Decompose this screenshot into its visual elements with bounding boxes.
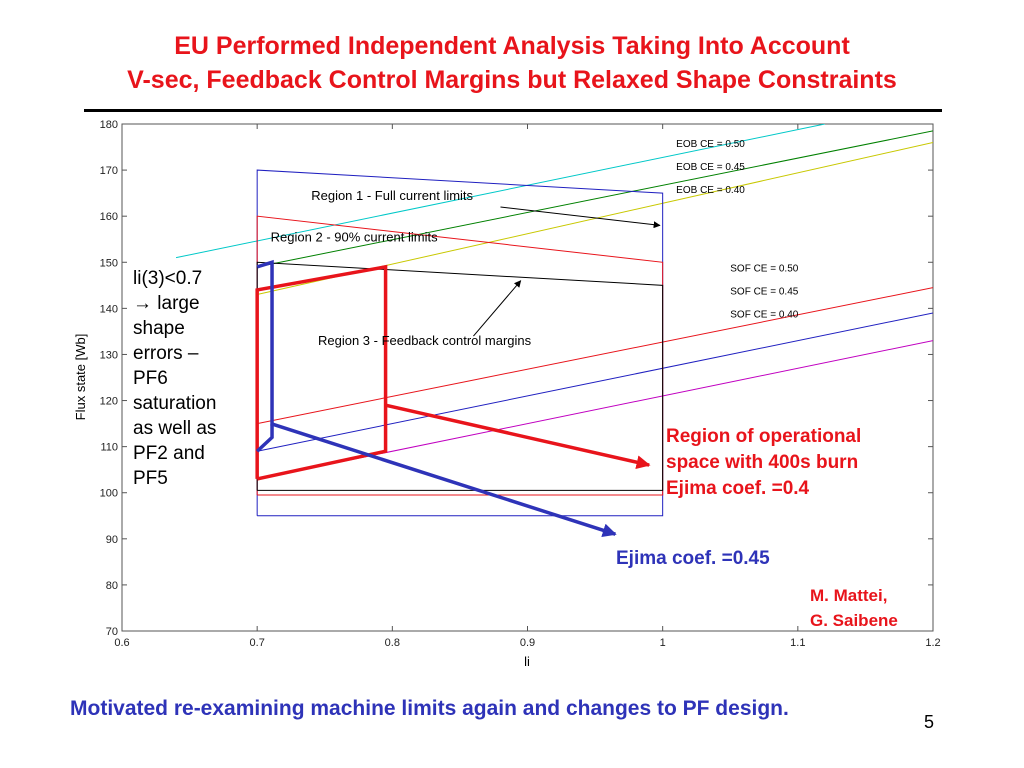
- operating-region-outline: [255, 264, 388, 481]
- chart-annotation: SOF CE = 0.45: [730, 287, 799, 298]
- chart-annotation: Region 1 - Full current limits: [311, 188, 473, 203]
- y-tick-label: 100: [100, 488, 118, 500]
- y-tick-label: 90: [106, 534, 118, 546]
- region-outline: [256, 261, 664, 491]
- bottom-note: Motivated re-examining machine limits ag…: [70, 697, 789, 720]
- left-note-line: as well as: [133, 418, 217, 439]
- series-line: [257, 312, 933, 452]
- operational-note-line: space with 400s burn: [666, 452, 859, 473]
- left-note-line: → large: [133, 293, 200, 314]
- author-line1: M. Mattei,: [810, 586, 888, 605]
- y-tick-label: 160: [100, 211, 118, 223]
- left-note-line: li(3)<0.7: [133, 268, 203, 289]
- left-note-line: saturation: [133, 393, 217, 414]
- chart-annotation: Region 2 - 90% current limits: [271, 230, 438, 245]
- y-tick-label: 150: [100, 257, 118, 269]
- left-note-line: errors –: [133, 343, 199, 364]
- y-tick-label: 110: [100, 442, 118, 454]
- x-tick-label: 0.7: [250, 637, 265, 649]
- series-line: [257, 287, 933, 425]
- chart-annotation: EOB CE = 0.50: [676, 139, 745, 150]
- series-line: [175, 124, 825, 259]
- y-tick-label: 130: [100, 349, 118, 361]
- chart-annotation: Region 3 - Feedback control margins: [318, 333, 532, 348]
- x-tick-label: 1: [660, 637, 666, 649]
- chart-annotation: EOB CE = 0.45: [676, 162, 745, 173]
- x-tick-label: 0.8: [385, 637, 400, 649]
- operating-region-outline: [255, 259, 274, 453]
- operational-note-line: Ejima coef. =0.4: [666, 478, 810, 499]
- series-line: [257, 130, 933, 268]
- annotation-arrow: [473, 280, 522, 337]
- ejima-045-note: Ejima coef. =0.45: [616, 548, 770, 569]
- y-tick-label: 70: [106, 626, 118, 638]
- x-tick-label: 0.6: [114, 637, 129, 649]
- slide-title-line1: EU Performed Independent Analysis Taking…: [174, 32, 850, 60]
- left-shape-note: li(3)<0.7 → large shape errors – PF6 saturati…: [133, 266, 258, 491]
- y-tick-label: 120: [100, 396, 118, 408]
- y-axis-label: Flux state [Wb]: [73, 334, 88, 421]
- y-tick-label: 170: [100, 165, 118, 177]
- x-axis-label: li: [524, 654, 530, 669]
- x-tick-label: 0.9: [520, 637, 535, 649]
- annotation-arrow: [500, 206, 661, 229]
- x-tick-label: 1.1: [790, 637, 805, 649]
- callout-arrow: [385, 403, 651, 470]
- y-tick-label: 140: [100, 303, 118, 315]
- operational-space-note: Region of operational space with 400s bur…: [666, 424, 936, 502]
- y-tick-label: 180: [100, 119, 118, 131]
- y-tick-label: 80: [106, 580, 118, 592]
- author-line2: G. Saibene: [810, 611, 898, 630]
- chart-annotation: EOB CE = 0.40: [676, 185, 745, 196]
- left-note-line: shape: [133, 318, 185, 339]
- chart-annotation: SOF CE = 0.40: [730, 310, 799, 321]
- page-number: 5: [924, 712, 935, 732]
- callout-arrow: [270, 421, 617, 538]
- chart-annotation: SOF CE = 0.50: [730, 263, 799, 274]
- slide-title-line2: V-sec, Feedback Control Margins but Rela…: [127, 66, 897, 94]
- left-note-line: PF5: [133, 468, 168, 489]
- left-note-line: PF6: [133, 368, 168, 389]
- operational-note-line: Region of operational: [666, 426, 862, 447]
- left-note-line: PF2 and: [133, 443, 205, 464]
- x-tick-label: 1.2: [925, 637, 940, 649]
- title-divider: [84, 109, 942, 112]
